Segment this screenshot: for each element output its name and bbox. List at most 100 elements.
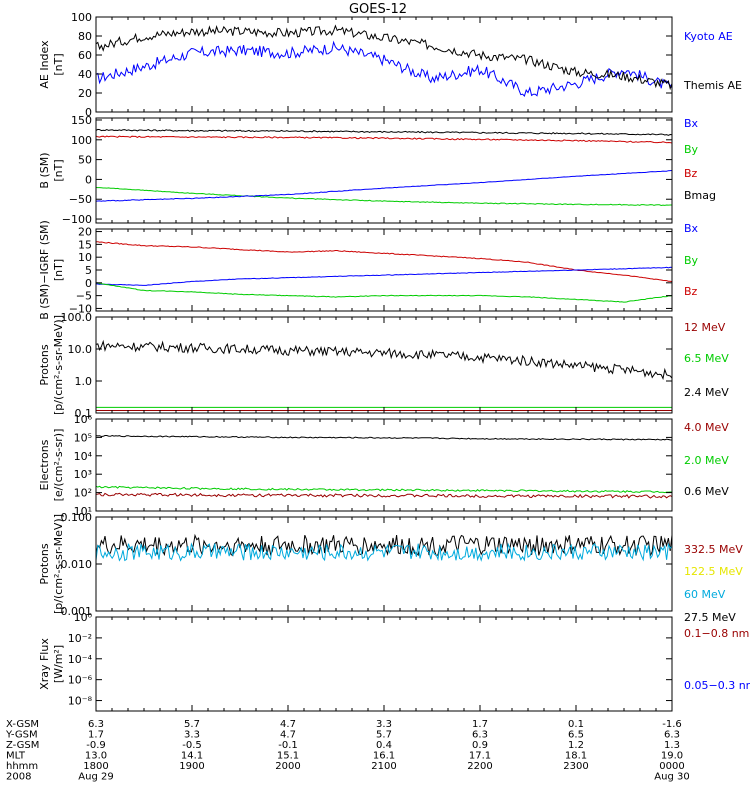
series-bsm-2 [96,187,672,207]
x-axis-value: 0000 [659,761,684,772]
x-axis-value: Aug 29 [78,772,113,783]
y-tick-label: 20 [78,226,92,239]
legend-entry: By [684,254,699,267]
legend-entry: 2.4 MeV [684,386,729,399]
panel-frame [95,516,673,612]
series-bsm-0 [96,128,672,136]
y-tick-label: 10⁻⁴ [68,653,93,666]
x-axis-value: 13.0 [85,751,107,762]
x-axis-value: 0.1 [568,719,584,730]
y-tick-label: 100 [71,134,92,147]
x-axis-value: 16.1 [373,751,395,762]
x-axis-value: 5.7 [376,730,392,741]
x-axis-value: 14.1 [181,751,203,762]
y-axis-label: Xray Flux [38,638,51,690]
panel-electrons: 10¹ 10² 10³ 10⁴ 10⁵ 10⁶ Electrons [e/(cm²-s-sr)… [38,413,729,518]
y-tick-label: 10⁵ [74,431,92,444]
series-bsm-3 [96,170,672,202]
y-axis-label: Protons [38,543,51,584]
legend-entry: 0.1−0.8 nm [684,627,749,640]
y-tick-label: 10¹ [74,505,92,518]
legend-entry: Bx [684,117,699,130]
legend-entry: 2.0 MeV [684,454,729,467]
x-axis-row-label: Z-GSM [6,740,39,751]
series-bigrf-0 [96,241,672,283]
y-axis-label: [e/(cm²-s-sr)] [52,429,65,502]
legend-entry: 332.5 MeV [684,543,743,556]
y-tick-label: 10⁰ [74,611,93,624]
y-tick-label: −50 [69,193,92,206]
y-axis-label: [nT] [52,259,65,281]
x-axis-row-label: X-GSM [6,719,39,730]
x-axis-value: -1.6 [662,719,682,730]
x-axis-value: Aug 30 [654,772,689,783]
x-axis-row-label: Y-GSM [5,730,38,741]
x-axis-value: 2000 [275,761,300,772]
x-axis-value: 6.5 [568,730,584,741]
legend-entry: By [684,143,699,156]
panel-ae: 0 20 40 60 80 100 AE Index [nT] Kyoto AE Themis A… [38,11,742,119]
x-axis-value: 1.7 [88,730,104,741]
y-tick-label: 10 [78,251,92,264]
x-axis-value: 5.7 [184,719,200,730]
series-protons2-0 [96,533,672,558]
legend-entry: 12 MeV [684,321,726,334]
legend-entry: 0.6 MeV [684,485,729,498]
x-axis-row-label: hhmm [6,761,38,772]
x-axis-value: 1800 [83,761,108,772]
x-axis-value: 17.1 [469,751,491,762]
y-axis-label: B (SM)−IGRF (SM) [38,220,51,320]
y-tick-label: 80 [78,30,92,43]
legend-entry: 4.0 MeV [684,421,729,434]
y-tick-label: −100 [62,213,92,226]
series-bsm-1 [96,135,672,144]
y-axis-label: AE Index [38,40,51,89]
series-ae-0 [96,40,672,97]
panel-xray: 10⁻⁸ 10⁻⁶ 10⁻⁴ 10⁻² 10⁰ Xray Flux [W/m²] 0.1−0.… [38,611,750,712]
series-bigrf-2 [96,282,672,303]
y-tick-label: −5 [76,290,92,303]
y-tick-label: 0.1 [75,407,93,420]
series-protons1-0 [96,339,672,381]
x-axis-value: 18.1 [565,751,587,762]
x-axis-value: 1.2 [568,740,584,751]
x-axis-value: 2200 [467,761,492,772]
panel-protons2: 0.001 0.010 0.100 Protons [p/(cm²-s-sr-MeV)]… [38,511,743,624]
series-electrons-2 [96,492,672,499]
plot-title: GOES-12 [349,2,407,17]
x-axis-value: 1900 [179,761,204,772]
legend-entry: Bmag [684,189,716,202]
y-tick-label: 40 [78,68,92,81]
x-axis-row-label: MLT [6,751,26,762]
legend-entry: 27.5 MeV [684,611,736,624]
series-bigrf-1 [96,266,672,286]
y-tick-label: 10⁶ [74,413,93,426]
legend-entry: Themis AE [683,79,742,92]
legend-entry: Kyoto AE [684,30,733,43]
legend-entry: 0.05−0.3 nr [684,679,750,692]
y-tick-label: 10.0 [68,343,93,356]
legend-entry: 122.5 MeV [684,565,743,578]
x-axis-value: 4.7 [280,719,296,730]
series-protons2-1 [96,542,672,562]
x-axis-value: 0.4 [376,740,392,751]
y-tick-label: 10⁻⁶ [68,674,93,687]
y-tick-label: 20 [78,87,92,100]
x-axis-value: 15.1 [277,751,299,762]
legend-entry: Bz [684,167,698,180]
x-axis-value: 3.3 [184,730,200,741]
y-tick-label: 10³ [74,468,92,481]
y-tick-label: 10² [74,487,92,500]
y-axis-label: Electrons [38,439,51,490]
y-tick-label: 100.0 [61,311,93,324]
y-tick-label: 0.010 [61,558,93,571]
x-axis-value: -0.9 [86,740,106,751]
x-axis-value: 6.3 [472,730,488,741]
panel-bsm: −100 −50 0 50 100 150 B (SM) [nT] Bx By Bz Bmag [38,114,716,226]
y-tick-label: 10⁻⁸ [68,695,93,708]
y-tick-label: 0.100 [61,511,93,524]
x-axis-value: 1.3 [664,740,680,751]
x-axis-value: 6.3 [88,719,104,730]
